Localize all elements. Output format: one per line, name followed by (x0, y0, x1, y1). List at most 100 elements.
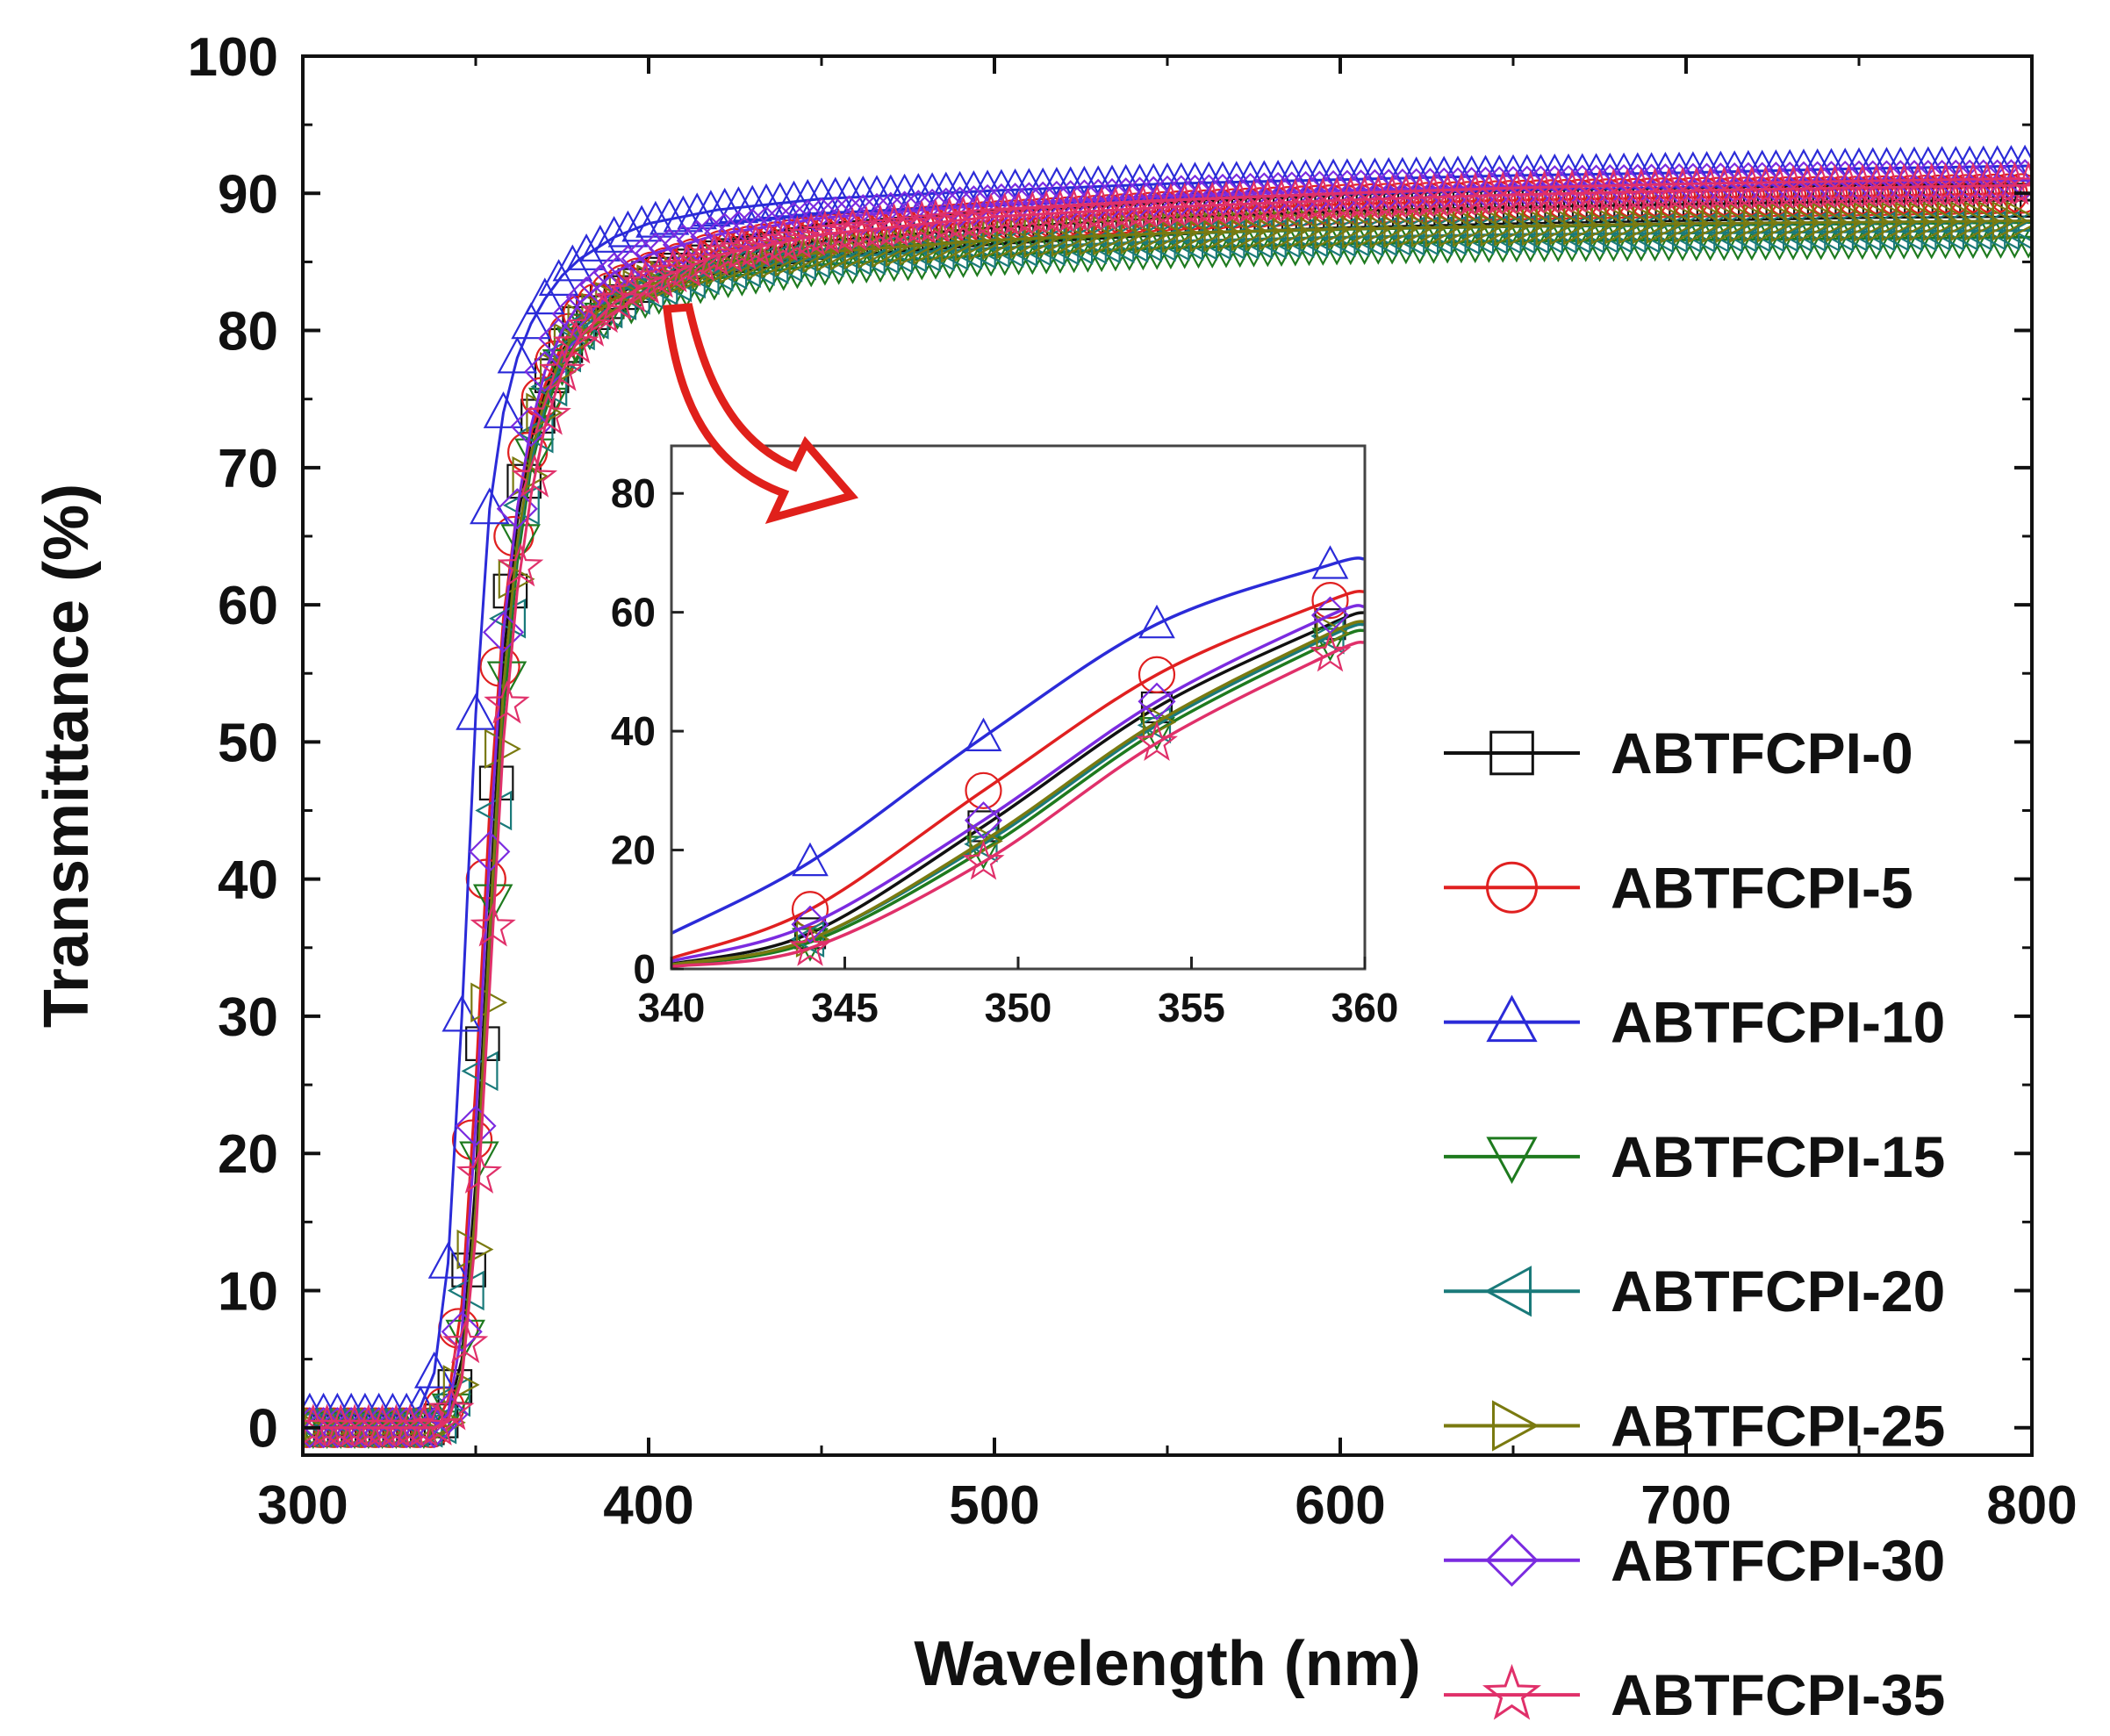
data-point (442, 1365, 480, 1405)
data-point (649, 228, 691, 270)
data-point (1563, 204, 1601, 246)
data-point (982, 219, 1020, 261)
data-point (1868, 202, 1905, 242)
data-point (1383, 208, 1421, 248)
legend-marker-shape (1489, 730, 1534, 776)
data-point (903, 232, 941, 272)
data-point (621, 204, 662, 242)
data-point (1023, 190, 1070, 233)
data-point (885, 201, 931, 246)
data-point (1342, 208, 1380, 249)
data-point (912, 198, 959, 242)
data-point (1148, 213, 1186, 254)
legend-item-ABTFCPI-30: ABTFCPI-30 (1444, 1528, 1945, 1593)
legend-marker (1489, 730, 1534, 776)
inset-data-point (1138, 682, 1176, 721)
data-point (662, 224, 704, 266)
data-point (843, 205, 890, 250)
legend-marker-shape (1486, 1137, 1538, 1185)
data-point (482, 611, 525, 653)
x-tick-label: 600 (1295, 1475, 1385, 1536)
data-point (1521, 205, 1559, 247)
data-point (1189, 181, 1236, 226)
data-point (1273, 210, 1310, 251)
legend-label: ABTFCPI-15 (1611, 1124, 1945, 1189)
legend-marker (1484, 1266, 1532, 1317)
legend-marker-shape (1486, 861, 1538, 914)
data-point (1618, 204, 1656, 245)
legend-label: ABTFCPI-0 (1611, 721, 1913, 786)
data-point (539, 347, 585, 391)
y-tick-label: 60 (218, 576, 278, 636)
zoom-arrow (663, 303, 859, 524)
y-tick-label: 30 (218, 987, 278, 1048)
data-point (954, 194, 1001, 239)
data-point (1175, 212, 1213, 253)
data-point (1258, 178, 1305, 222)
data-point (1812, 202, 1849, 243)
data-point (1923, 201, 1960, 242)
data-point (899, 199, 945, 244)
inset-y-tick-label: 0 (633, 946, 656, 992)
data-point (1576, 204, 1614, 246)
legend-marker-shape (1486, 994, 1538, 1043)
data-point (1217, 212, 1255, 252)
data-point (498, 559, 535, 599)
data-point (1770, 202, 1808, 243)
data-point (1245, 211, 1282, 251)
data-point (552, 244, 593, 282)
data-point (772, 201, 815, 243)
data-point (787, 178, 828, 216)
inset-x-tick-label: 350 (985, 985, 1052, 1030)
data-point (981, 191, 1028, 236)
data-point (1175, 182, 1222, 226)
data-point (511, 454, 558, 498)
data-point (1715, 203, 1753, 243)
legend-marker-shape (1485, 1533, 1539, 1587)
inset-x-tick-label: 340 (638, 985, 706, 1030)
data-point (815, 208, 862, 253)
data-point (510, 405, 552, 448)
data-point (1701, 203, 1739, 244)
data-point (594, 276, 641, 321)
data-point (1854, 202, 1891, 242)
data-point (1535, 205, 1573, 246)
x-tick-label: 500 (949, 1475, 1039, 1536)
data-point (773, 180, 815, 218)
data-point (968, 220, 1006, 262)
data-point (954, 221, 992, 262)
data-point (1798, 202, 1836, 243)
y-tick-label: 10 (218, 1261, 278, 1322)
y-tick-label: 20 (218, 1124, 278, 1185)
data-point (1231, 211, 1268, 252)
data-point (1480, 206, 1518, 247)
data-point (1286, 177, 1332, 221)
data-point (1314, 209, 1352, 249)
legend: ABTFCPI-0 ABTFCPI-5 ABTFCPI-10 ABTFCPI-15 AB… (1444, 721, 1945, 1727)
inset-series-ABTFCPI-35 (671, 631, 1365, 969)
data-point (1162, 212, 1200, 254)
data-point (442, 1319, 489, 1364)
data-point (566, 303, 614, 347)
data-point (871, 203, 917, 247)
data-point (455, 1105, 497, 1147)
data-point (995, 190, 1042, 235)
y-tick-label: 0 (248, 1399, 278, 1460)
data-point (1633, 204, 1670, 245)
data-point (1840, 202, 1877, 242)
inset-data-point (792, 842, 829, 877)
data-point (1439, 207, 1476, 247)
inset-axes: 340 345 350 355 360 0 20 40 60 80 (611, 444, 1398, 1030)
inset-data-point (965, 771, 1002, 809)
data-point (461, 1051, 499, 1092)
data-point (1646, 204, 1683, 244)
data-point (1037, 189, 1084, 233)
legend-label: ABTFCPI-10 (1611, 990, 1945, 1055)
legend-item-ABTFCPI-35: ABTFCPI-35 (1444, 1662, 1945, 1727)
data-point (1369, 208, 1407, 248)
inset-data-point (1311, 545, 1349, 579)
inset-data-point (789, 926, 831, 966)
data-point (718, 186, 759, 224)
data-point (470, 902, 516, 947)
